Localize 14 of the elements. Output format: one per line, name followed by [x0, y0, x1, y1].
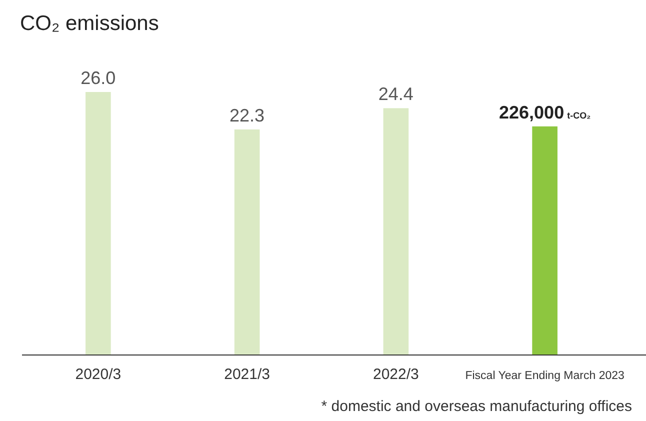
bar: [383, 108, 409, 355]
bar: [86, 92, 111, 355]
data-label: 26.0: [80, 68, 116, 88]
x-tick-label: Fiscal Year Ending March 2023: [465, 370, 624, 382]
bar: [234, 129, 260, 355]
text: * domestic and overseas manufacturing offices: [321, 398, 632, 415]
bar: [532, 126, 558, 355]
x-tick-label: 2021/3: [224, 366, 270, 383]
x-tick-label: 2022/3: [372, 366, 419, 383]
data-label: 22.3: [230, 105, 265, 126]
x-tick-label: 2020/3: [75, 366, 122, 383]
chart-title: CO₂ emissions: [20, 12, 159, 35]
data-label: 24.4: [378, 84, 414, 104]
annotation: 226,000 t-CO₂: [499, 102, 591, 122]
